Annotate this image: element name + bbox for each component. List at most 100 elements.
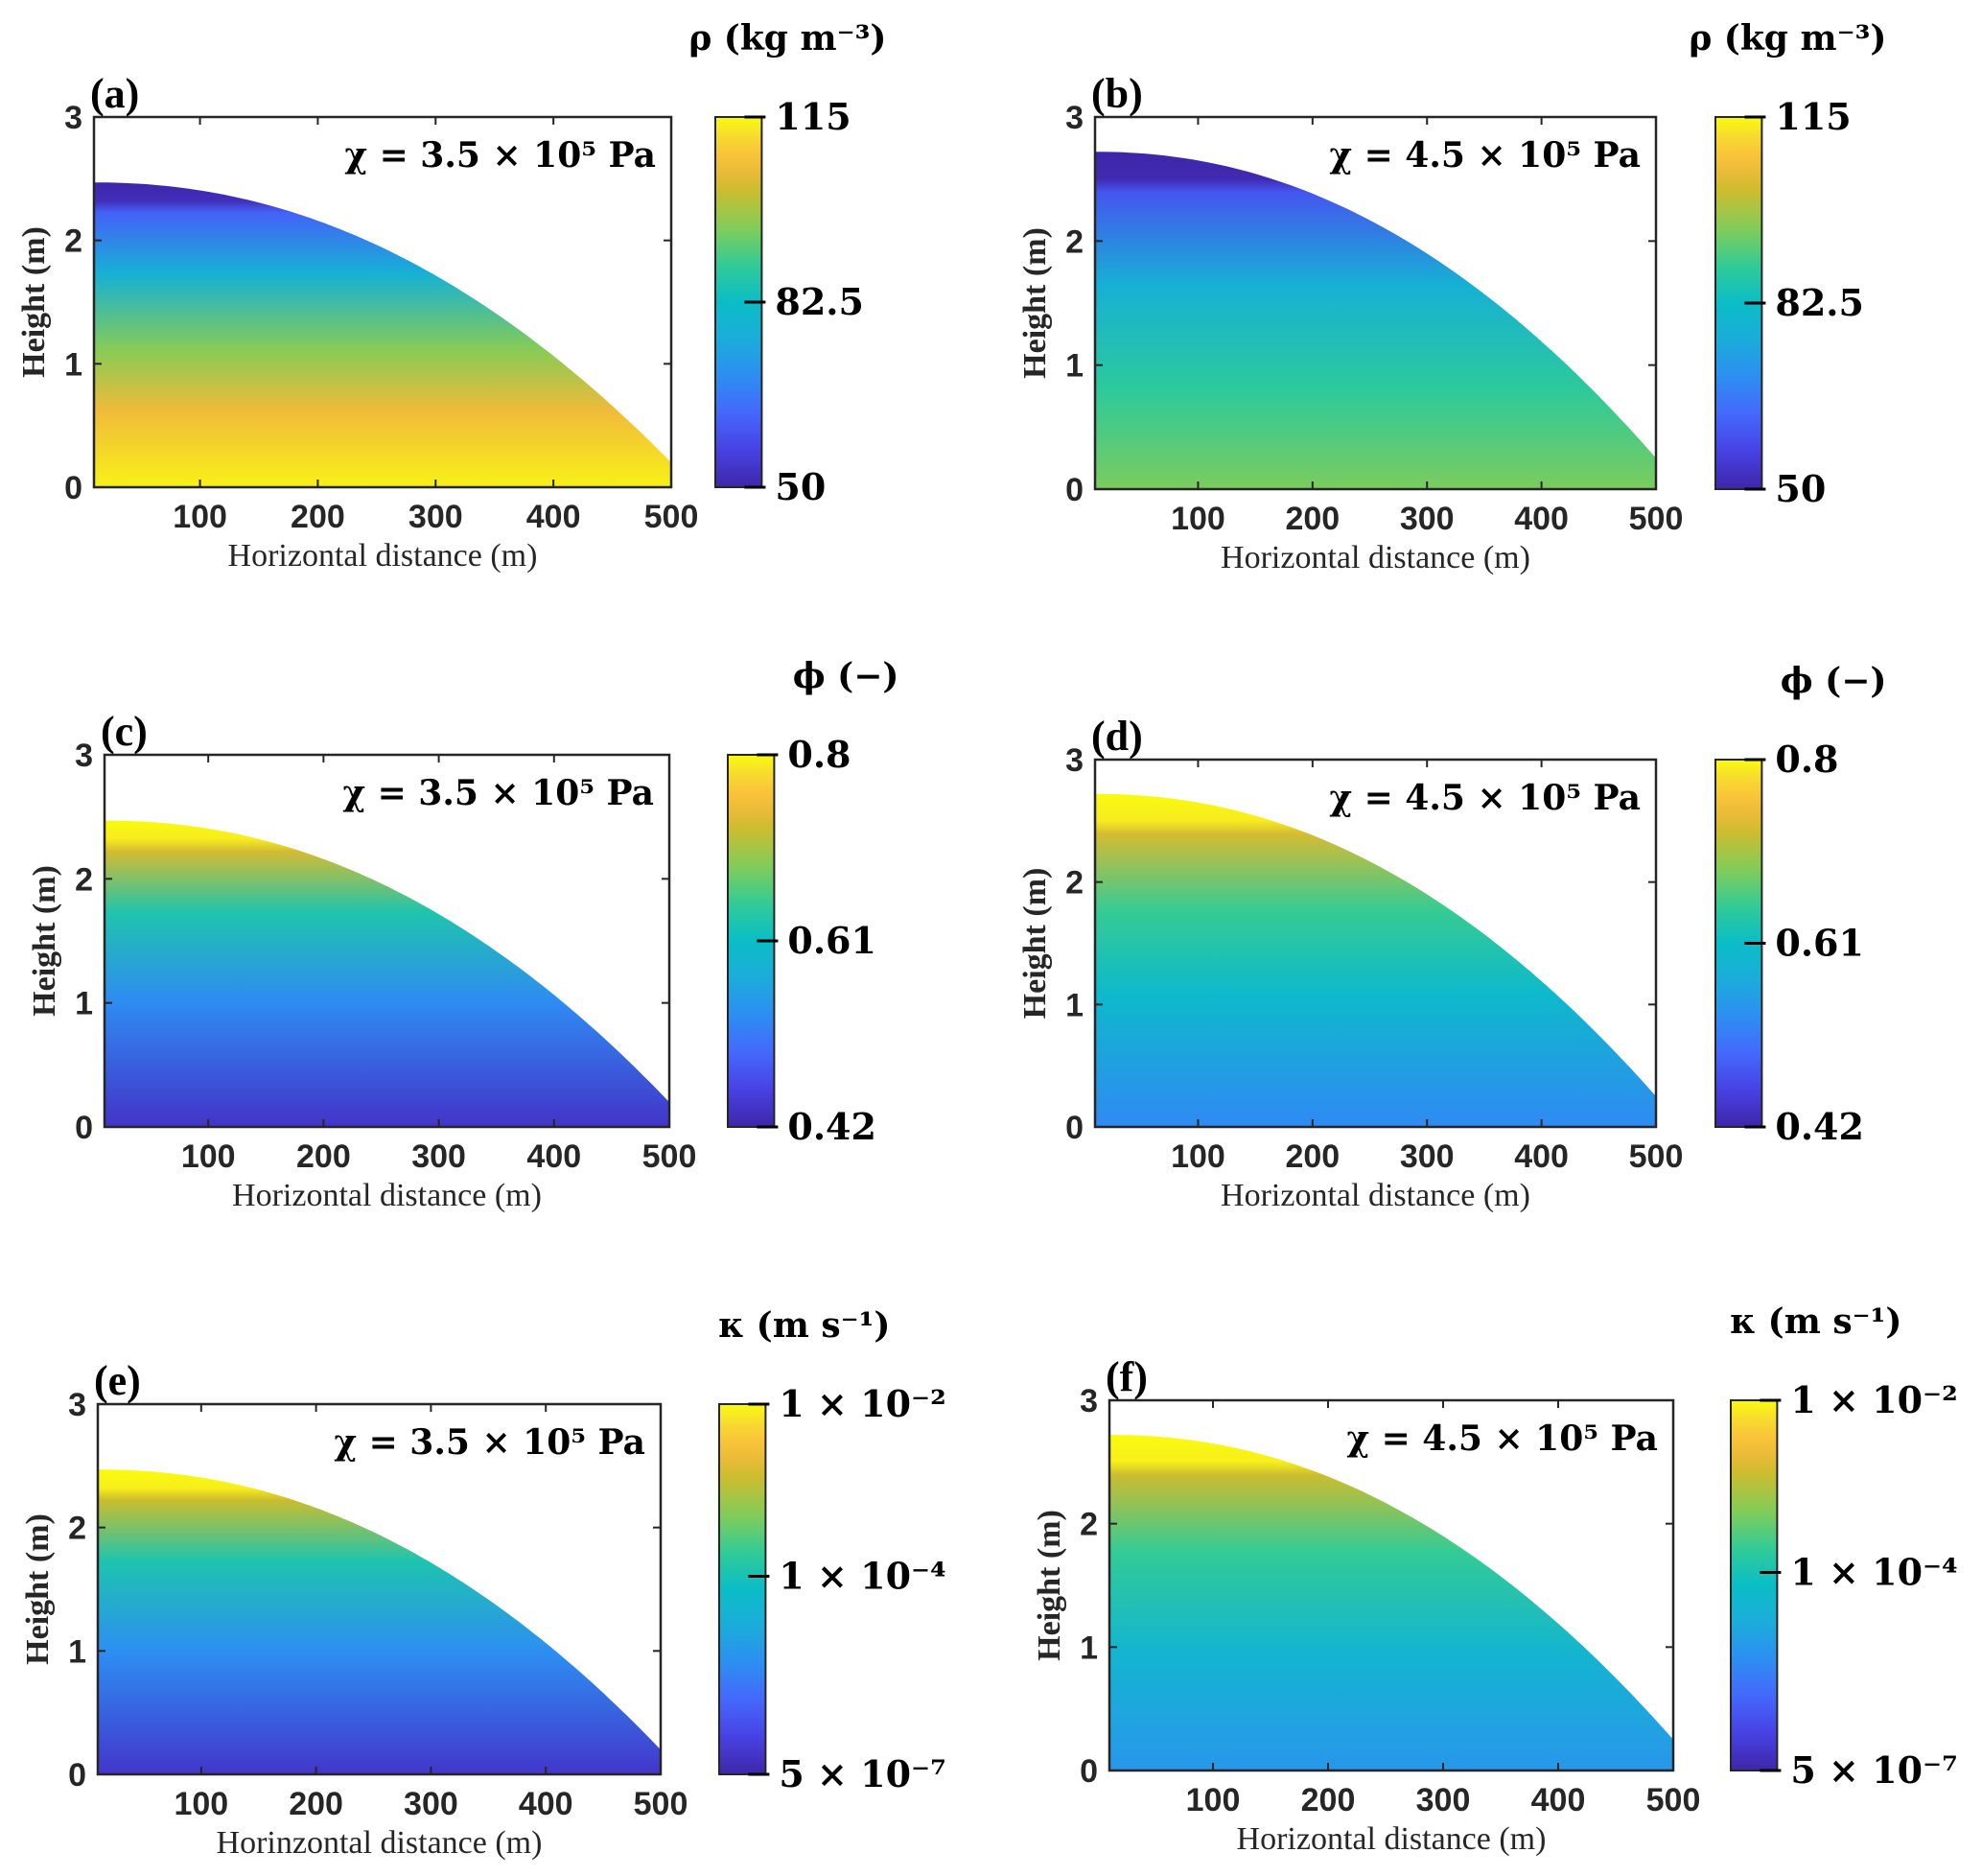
x-axis-label: Horizontal distance (m) <box>228 538 538 574</box>
y-tick-label: 0 <box>68 1757 86 1794</box>
x-tick-label: 300 <box>408 499 463 535</box>
y-tick-label: 0 <box>1065 472 1084 508</box>
y-tick-label: 3 <box>1080 1383 1098 1419</box>
colorbar-title: ρ (kg m⁻³) <box>688 18 886 59</box>
y-tick-label: 0 <box>1080 1753 1098 1790</box>
field-surface <box>105 820 669 1127</box>
x-axis-label: Horizontal distance (m) <box>1237 1821 1547 1857</box>
y-tick-label: 0 <box>75 1110 93 1146</box>
x-tick-label: 400 <box>1514 501 1569 537</box>
colorbar-tick-label: 50 <box>1775 467 1826 510</box>
y-tick-label: 2 <box>1065 223 1084 260</box>
x-tick-label: 300 <box>404 1786 458 1822</box>
colorbar-title: κ (m s⁻¹) <box>718 1305 890 1346</box>
x-tick-label: 500 <box>1646 1782 1701 1818</box>
axes-box <box>103 753 671 1129</box>
y-tick-label: 3 <box>1065 742 1084 779</box>
colorbar-tick-label: 115 <box>775 95 851 138</box>
x-tick-label: 100 <box>1171 1138 1225 1175</box>
y-tick-label: 2 <box>1080 1507 1098 1543</box>
x-tick-label: 100 <box>1171 501 1225 537</box>
colorbar-title: ϕ (−) <box>793 656 899 696</box>
colorbar-tick-label: 82.5 <box>1775 281 1864 324</box>
axes-box <box>96 1402 663 1776</box>
y-axis-label: Height (m) <box>20 1513 56 1665</box>
panel-label: (a) <box>90 70 139 117</box>
chi-annotation: χ = 3.5 × 10⁵ Pa <box>344 135 656 176</box>
colorbar-tick-label: 115 <box>1775 95 1851 138</box>
field-surface <box>98 1469 661 1774</box>
field-surface <box>1095 793 1656 1127</box>
chi-annotation: χ = 4.5 × 10⁵ Pa <box>1346 1419 1658 1459</box>
y-tick-label: 3 <box>1065 100 1084 136</box>
y-axis-label: Height (m) <box>1032 1510 1067 1661</box>
colorbar-tick-label: 0.8 <box>1775 738 1838 781</box>
axes-box <box>1108 1398 1675 1772</box>
panel-b: 100 200 300 400 500 0 1 2 3 Horizontal distance (… <box>1017 18 1886 575</box>
colorbar-title: κ (m s⁻¹) <box>1730 1301 1901 1342</box>
x-tick-label: 500 <box>634 1786 688 1822</box>
y-axis-label: Height (m) <box>27 865 62 1017</box>
chi-annotation: χ = 3.5 × 10⁵ Pa <box>342 773 654 813</box>
x-tick-label: 400 <box>1514 1138 1569 1175</box>
x-tick-label: 400 <box>526 1138 581 1175</box>
x-tick-label: 300 <box>411 1138 466 1175</box>
colorbar-tick-label: 1 × 10⁻⁴ <box>1790 1550 1957 1593</box>
x-axis-label: Horizontal distance (m) <box>232 1178 542 1213</box>
colorbar-tick-label: 1 × 10⁻⁴ <box>779 1554 945 1597</box>
y-tick-label: 1 <box>1065 987 1084 1023</box>
panel-a: 100 200 300 400 500 0 1 2 3 Horizontal distance (… <box>16 18 886 574</box>
chi-annotation: χ = 4.5 × 10⁵ Pa <box>1329 778 1641 818</box>
y-axis-label: Height (m) <box>1017 868 1053 1020</box>
x-tick-label: 100 <box>1186 1782 1241 1818</box>
colorbar-title: ρ (kg m⁻³) <box>1689 18 1886 59</box>
x-tick-label: 200 <box>289 1786 343 1822</box>
x-tick-label: 500 <box>1629 1138 1684 1175</box>
chi-annotation: χ = 4.5 × 10⁵ Pa <box>1329 135 1641 176</box>
colorbar-tick-label: 0.8 <box>787 733 851 776</box>
x-tick-label: 200 <box>1285 501 1340 537</box>
colorbar <box>718 1403 767 1775</box>
panel-f: 100 200 300 400 500 0 1 2 3 Horizontal distance (… <box>1032 1301 1958 1857</box>
colorbar-tick-label: 1 × 10⁻² <box>1790 1378 1957 1421</box>
x-tick-label: 400 <box>519 1786 573 1822</box>
colorbar-tick-label: 5 × 10⁻⁷ <box>779 1752 945 1795</box>
field-surface <box>1109 1435 1673 1770</box>
panel-label: (e) <box>94 1357 141 1404</box>
x-axis-label: Horizontal distance (m) <box>1221 540 1530 575</box>
colorbar-tick-label: 0.42 <box>787 1105 876 1148</box>
y-tick-label: 1 <box>75 986 93 1022</box>
y-tick-label: 2 <box>64 223 82 260</box>
y-tick-label: 3 <box>68 1387 86 1423</box>
colorbar-title: ϕ (−) <box>1781 661 1887 701</box>
y-tick-label: 3 <box>64 100 82 136</box>
chi-annotation: χ = 3.5 × 10⁵ Pa <box>334 1422 645 1463</box>
panel-c: 100 200 300 400 500 0 1 2 3 Horizontal distance (… <box>27 656 898 1213</box>
axes-box <box>1093 115 1658 491</box>
colorbar-tick-label: 0.61 <box>1775 922 1864 965</box>
y-tick-label: 3 <box>75 738 93 774</box>
x-tick-label: 100 <box>173 499 227 535</box>
y-axis-label: Height (m) <box>1017 227 1053 379</box>
x-tick-label: 200 <box>296 1138 351 1175</box>
x-tick-label: 500 <box>644 499 699 535</box>
y-tick-label: 1 <box>1080 1630 1098 1666</box>
colorbar-tick-label: 82.5 <box>775 280 864 323</box>
colorbar-tick-label: 0.42 <box>1775 1105 1864 1148</box>
x-tick-label: 400 <box>526 499 581 535</box>
field-surface <box>94 182 671 487</box>
panel-e: 100 200 300 400 500 0 1 2 3 Horinzontal distance … <box>20 1305 946 1861</box>
x-tick-label: 100 <box>181 1138 236 1175</box>
x-tick-label: 200 <box>291 499 345 535</box>
panel-label: (b) <box>1091 70 1143 117</box>
x-tick-label: 500 <box>642 1138 697 1175</box>
x-tick-label: 300 <box>1400 501 1455 537</box>
colorbar-tick-label: 1 × 10⁻² <box>779 1382 945 1425</box>
y-tick-label: 1 <box>64 346 82 383</box>
x-tick-label: 400 <box>1531 1782 1586 1818</box>
x-tick-label: 500 <box>1629 501 1684 537</box>
panel-label: (c) <box>101 708 148 755</box>
axes-box <box>92 115 673 489</box>
y-axis-label: Height (m) <box>16 226 52 378</box>
